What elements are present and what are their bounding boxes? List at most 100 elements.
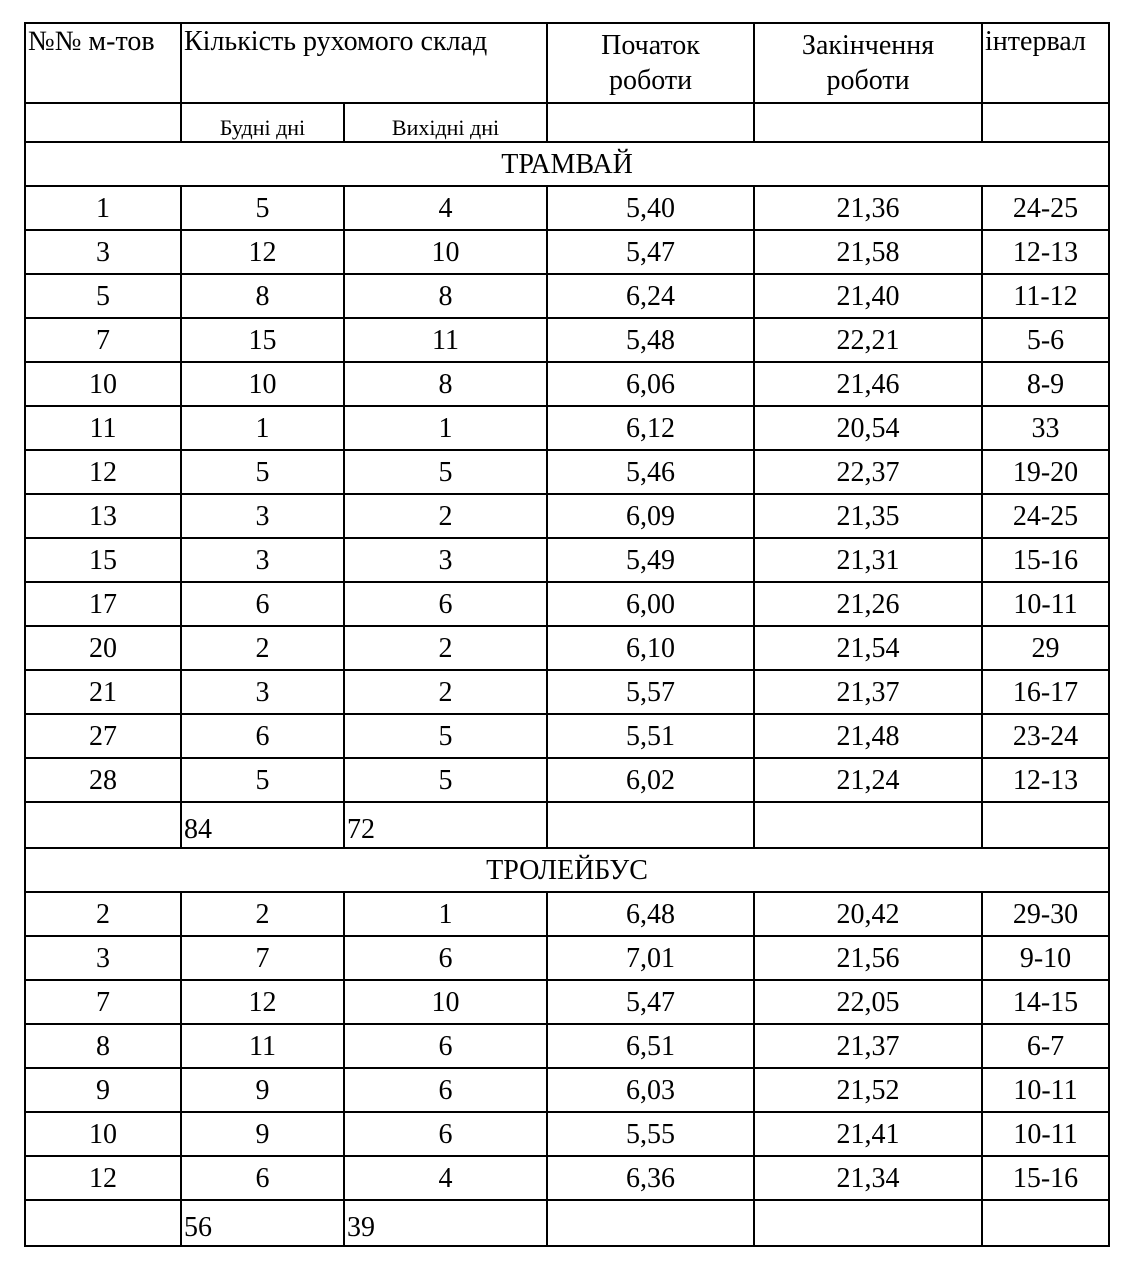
end-time-cell: 21,26: [753, 581, 984, 627]
subheader-row: Будні дні Вихідні дні: [24, 102, 1111, 143]
start-time-cell: 5,55: [546, 1111, 756, 1157]
interval-cell: 19-20: [981, 449, 1111, 495]
end-time-cell: 21,37: [753, 669, 984, 715]
table-row: 10 9 6 5,55 21,41 10-11: [24, 1111, 1111, 1157]
start-time-cell: 5,51: [546, 713, 756, 759]
weekday-count-cell: 9: [180, 1067, 345, 1113]
weekday-count-cell: 6: [180, 713, 345, 759]
total-weekends: 39: [342, 1199, 549, 1247]
route-number-cell: 8: [24, 1023, 182, 1069]
total-weekends: 72: [342, 801, 549, 849]
header-end: Закінчення роботи: [753, 22, 984, 104]
weekend-count-cell: 6: [342, 581, 549, 627]
table-row: 1 5 4 5,40 21,36 24-25: [24, 185, 1111, 231]
interval-cell: 24-25: [981, 185, 1111, 231]
table-row: 2 2 1 6,48 20,42 29-30: [24, 891, 1111, 937]
route-number-cell: 2: [24, 891, 182, 937]
interval-cell: 5-6: [981, 317, 1111, 363]
total-empty-cell: [753, 801, 984, 849]
start-time-cell: 6,09: [546, 493, 756, 539]
table-row: 11 1 1 6,12 20,54 33: [24, 405, 1111, 451]
end-time-cell: 21,36: [753, 185, 984, 231]
section-title-row: ТРАМВАЙ: [23, 141, 1111, 187]
interval-cell: 6-7: [981, 1023, 1111, 1069]
end-time-cell: 21,48: [753, 713, 984, 759]
end-time-cell: 21,56: [753, 935, 984, 981]
subheader-empty: [981, 102, 1111, 143]
start-time-cell: 5,40: [546, 185, 756, 231]
start-time-cell: 6,12: [546, 405, 756, 451]
end-time-cell: 21,40: [753, 273, 984, 319]
route-number-cell: 12: [24, 1155, 182, 1201]
start-time-cell: 5,47: [546, 229, 756, 275]
subheader-empty: [546, 102, 756, 143]
end-time-cell: 20,54: [753, 405, 984, 451]
header-route-no: №№ м-тов: [24, 22, 182, 104]
weekday-count-cell: 8: [180, 273, 345, 319]
route-number-cell: 27: [24, 713, 182, 759]
start-time-cell: 6,10: [546, 625, 756, 671]
weekday-count-cell: 2: [180, 625, 345, 671]
weekday-count-cell: 3: [180, 669, 345, 715]
weekend-count-cell: 1: [342, 405, 549, 451]
interval-cell: 12-13: [981, 757, 1111, 803]
start-time-cell: 6,24: [546, 273, 756, 319]
start-time-cell: 5,49: [546, 537, 756, 583]
table-row: 8 11 6 6,51 21,37 6-7: [24, 1023, 1111, 1069]
weekend-count-cell: 4: [342, 185, 549, 231]
section-title-row: ТРОЛЕЙБУС: [23, 847, 1111, 893]
end-time-cell: 21,35: [753, 493, 984, 539]
weekend-count-cell: 10: [342, 979, 549, 1025]
interval-cell: 15-16: [981, 537, 1111, 583]
weekend-count-cell: 5: [342, 757, 549, 803]
route-number-cell: 1: [24, 185, 182, 231]
end-time-cell: 21,31: [753, 537, 984, 583]
total-row: 56 39: [24, 1199, 1111, 1247]
table-row: 3 7 6 7,01 21,56 9-10: [24, 935, 1111, 981]
table-row: 9 9 6 6,03 21,52 10-11: [24, 1067, 1111, 1113]
table-row: 21 3 2 5,57 21,37 16-17: [24, 669, 1111, 715]
end-time-cell: 21,54: [753, 625, 984, 671]
route-number-cell: 13: [24, 493, 182, 539]
total-row: 84 72: [24, 801, 1111, 849]
weekday-count-cell: 5: [180, 185, 345, 231]
total-weekdays: 56: [180, 1199, 345, 1247]
interval-cell: 29-30: [981, 891, 1111, 937]
start-time-cell: 6,51: [546, 1023, 756, 1069]
table-row: 27 6 5 5,51 21,48 23-24: [24, 713, 1111, 759]
section-title: ТРАМВАЙ: [23, 141, 1111, 187]
end-time-cell: 20,42: [753, 891, 984, 937]
route-number-cell: 3: [24, 229, 182, 275]
table-row: 12 5 5 5,46 22,37 19-20: [24, 449, 1111, 495]
table-row: 7 15 11 5,48 22,21 5-6: [24, 317, 1111, 363]
interval-cell: 29: [981, 625, 1111, 671]
interval-cell: 24-25: [981, 493, 1111, 539]
weekend-count-cell: 5: [342, 449, 549, 495]
interval-cell: 14-15: [981, 979, 1111, 1025]
subheader-empty: [24, 102, 182, 143]
weekday-count-cell: 5: [180, 757, 345, 803]
interval-cell: 9-10: [981, 935, 1111, 981]
interval-cell: 10-11: [981, 581, 1111, 627]
weekend-count-cell: 11: [342, 317, 549, 363]
interval-cell: 10-11: [981, 1111, 1111, 1157]
table-row: 5 8 8 6,24 21,40 11-12: [24, 273, 1111, 319]
weekend-count-cell: 2: [342, 493, 549, 539]
total-empty-cell: [24, 1199, 182, 1247]
end-time-cell: 21,24: [753, 757, 984, 803]
route-number-cell: 20: [24, 625, 182, 671]
route-number-cell: 3: [24, 935, 182, 981]
table-row: 17 6 6 6,00 21,26 10-11: [24, 581, 1111, 627]
total-empty-cell: [753, 1199, 984, 1247]
route-number-cell: 17: [24, 581, 182, 627]
start-time-cell: 6,03: [546, 1067, 756, 1113]
route-number-cell: 9: [24, 1067, 182, 1113]
table-row: 7 12 10 5,47 22,05 14-15: [24, 979, 1111, 1025]
start-time-cell: 5,57: [546, 669, 756, 715]
weekend-count-cell: 2: [342, 669, 549, 715]
header-row: №№ м-тов Кількість рухомого склад Почато…: [24, 22, 1111, 104]
weekend-count-cell: 8: [342, 273, 549, 319]
route-number-cell: 5: [24, 273, 182, 319]
interval-cell: 10-11: [981, 1067, 1111, 1113]
total-empty-cell: [546, 1199, 756, 1247]
